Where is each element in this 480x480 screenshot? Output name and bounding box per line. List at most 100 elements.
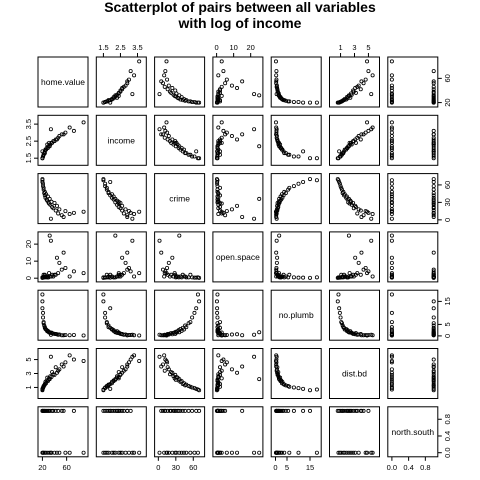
chart-title-line-1: Scatterplot of pairs between all variabl… [104,0,376,15]
data-point [274,125,279,130]
data-point [71,128,76,133]
data-point [431,156,436,161]
data-point [49,274,54,279]
data-point [431,357,436,362]
data-point [257,330,262,335]
data-point [40,408,45,413]
data-point [81,358,86,363]
data-point [157,450,162,455]
data-point [301,275,306,280]
data-point [53,408,58,413]
data-point [274,250,279,255]
data-point [215,325,220,330]
data-point [219,93,224,98]
data-point [301,149,306,154]
data-point [215,178,220,183]
data-point [103,408,108,413]
tick-label: 0 [215,43,219,52]
data-point [356,450,361,455]
data-point [159,408,164,413]
data-point [130,332,135,337]
data-point [349,199,354,204]
data-point [351,88,356,93]
data-point [42,189,47,194]
chart-title: Scatterplot of pairs between all variabl… [0,0,480,31]
data-point [224,332,229,337]
data-point [215,315,220,320]
data-point [126,265,131,270]
tick-label: 10 [24,257,33,265]
tick-label: 20 [24,240,33,248]
data-point [353,408,358,413]
data-point [195,275,200,280]
data-point [128,269,133,274]
data-point [166,83,171,88]
chart-title-line-2: with log of income [178,15,302,31]
data-point [389,233,394,238]
data-point [389,370,394,375]
data-point [170,370,175,375]
data-point [314,156,319,161]
data-point [274,214,279,219]
data-point [274,450,279,455]
data-point [101,100,106,105]
data-point [235,203,240,208]
data-point [103,310,108,315]
data-point [337,149,342,154]
data-point [431,87,436,92]
data-point [353,203,358,208]
data-point [359,333,364,338]
data-point [235,370,240,375]
data-point [279,147,284,152]
data-point [111,450,116,455]
data-point [190,408,195,413]
data-point [61,333,66,338]
data-point [431,384,436,389]
data-point [216,212,221,217]
data-point [389,86,394,91]
data-point [103,315,108,320]
data-point [274,364,279,369]
panel-frame [212,406,264,458]
tick-label: 20 [247,43,255,52]
data-point [365,120,370,125]
data-point [132,73,137,78]
data-point [164,271,169,276]
data-point [192,386,197,391]
data-point [179,379,184,384]
data-point [161,132,166,137]
data-point [282,98,287,103]
data-point [118,88,123,93]
data-point [42,450,47,455]
data-point [369,92,374,97]
data-point [358,87,363,92]
data-point [63,360,68,365]
data-point [363,77,368,82]
data-point [279,450,284,455]
panel-frame [387,406,439,458]
data-point [195,156,200,161]
data-point [132,450,137,455]
data-point [188,152,193,157]
data-point [224,450,229,455]
tick-label: 5 [24,357,33,361]
data-point [389,77,394,82]
panel-frame [37,114,89,166]
tick-label: 3.5 [132,43,142,52]
data-point [42,325,47,330]
data-point [214,408,219,413]
tick-label: 1 [338,43,342,52]
data-point [359,79,364,84]
data-point [229,83,234,88]
data-point [162,274,167,279]
data-point [184,450,189,455]
data-point [389,120,394,125]
data-point [101,292,106,297]
tick-label: 0.8 [420,463,430,472]
data-point [159,333,164,338]
data-point [63,209,68,214]
data-point [197,299,202,304]
data-point [349,140,354,145]
data-point [108,386,113,391]
data-point [307,156,312,161]
